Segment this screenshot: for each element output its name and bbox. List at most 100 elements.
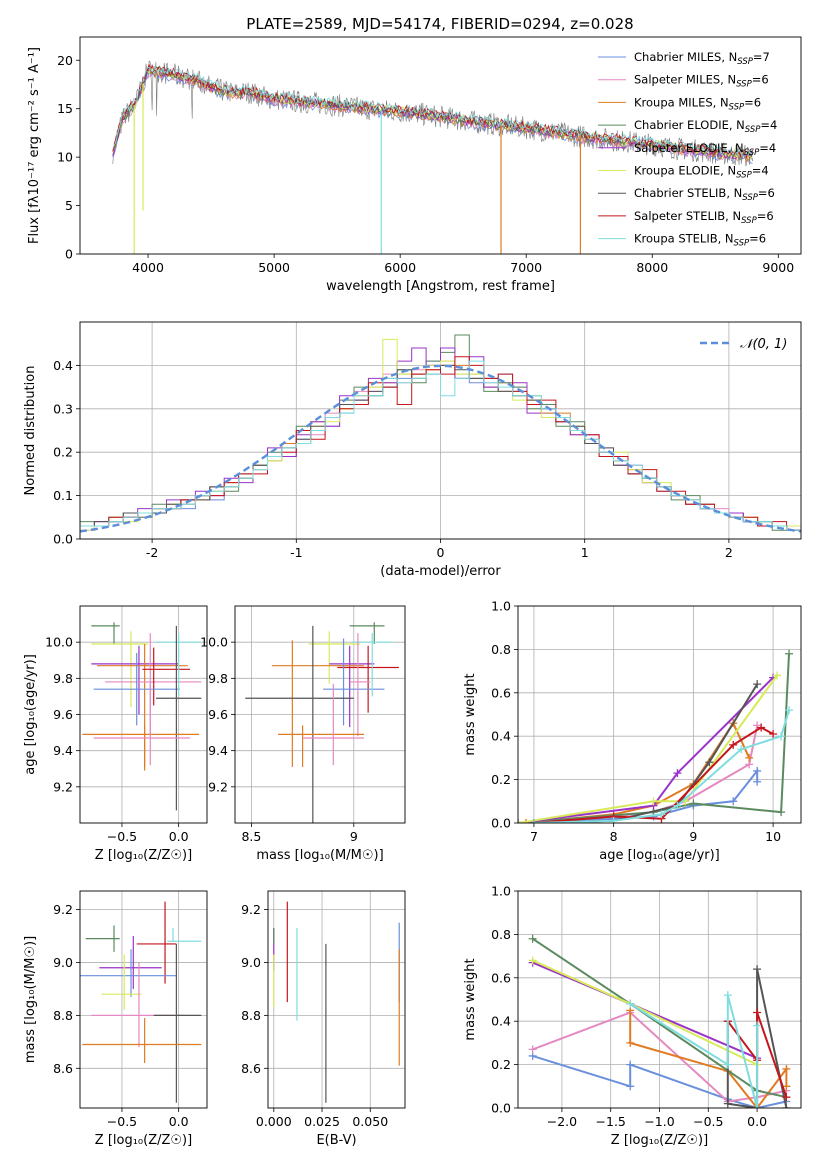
mass-weight-marker (673, 769, 682, 778)
mass-weight-line (533, 709, 790, 823)
mass-weight-marker (753, 1008, 762, 1017)
x-tick-label: 4000 (132, 260, 164, 275)
legend-subscript: SSP (745, 125, 761, 135)
x-axis-label: E(B-V) (316, 1133, 356, 1148)
legend-entry: Salpeter ELODIE, NSSP=4 (634, 141, 776, 158)
x-tick-label: 0.0 (169, 829, 189, 844)
plot-area (273, 901, 400, 1103)
mass-weight-marker (785, 649, 794, 658)
axes-frame (234, 605, 406, 824)
y-tick-label: 1.0 (491, 884, 511, 899)
legend-entry: Salpeter MILES, NSSP=6 (634, 73, 769, 90)
axes-frame (79, 321, 802, 540)
y-tick-label: 20 (57, 53, 73, 68)
mass-weight-marker (723, 1099, 732, 1108)
mass-weight-line (533, 726, 774, 823)
x-axis-label: age [log₁₀(age/yr)] (599, 848, 720, 863)
y-tick-label: 10.0 (200, 635, 228, 650)
plot-area (80, 901, 202, 1103)
x-tick-label: 0.025 (304, 1114, 340, 1129)
x-tick-label: 5000 (258, 260, 290, 275)
mass-weight-marker (649, 797, 658, 806)
y-tick-label: 10 (57, 150, 73, 165)
y-tick-label: 0.1 (53, 488, 73, 503)
legend-entry: Kroupa ELODIE, NSSP=4 (634, 164, 769, 181)
mass-weight-marker (782, 1104, 791, 1108)
mass-weight-marker (673, 801, 682, 810)
y-tick-label: 0.0 (53, 532, 73, 547)
legend-label: Chabrier ELODIE, N (634, 118, 745, 132)
spectrum-legend: Chabrier MILES, NSSP=7 Salpeter MILES, NS… (598, 50, 777, 249)
legend-suffix: =4 (760, 118, 777, 132)
x-tick-label: 7000 (510, 260, 542, 275)
legend-label: Kroupa MILES, N (634, 95, 729, 109)
mass-weight-marker (753, 965, 762, 974)
x-axis-label: wavelength [Angstrom, rest frame] (326, 279, 555, 294)
y-tick-label: 0.0 (491, 1101, 511, 1116)
mass-weight-marker (769, 730, 778, 739)
mass-weight-vs-metallicity-panel: −2.0 −1.5 −1.0 −0.5 0.0 0.0 0.2 0.4 0.6 0.8 1.0 Z [… (463, 884, 802, 1148)
y-tick-label: 9.2 (53, 779, 73, 794)
y-axis-label: Flux [fλ10⁻¹⁷ erg cm⁻² s⁻¹ A⁻¹] (27, 47, 42, 244)
legend-subscript: SSP (744, 148, 760, 158)
y-tick-label: 9.8 (208, 671, 228, 686)
y-tick-label: 0.2 (491, 1057, 511, 1072)
mass-weight-marker (626, 1060, 635, 1069)
y-tick-label: 0.8 (491, 927, 511, 942)
mass-weight-marker (782, 1093, 791, 1102)
y-axis-label: mass weight (463, 958, 478, 1040)
mass-weight-marker (521, 819, 530, 823)
mass-weight-marker (609, 816, 618, 823)
y-tick-label: 5 (65, 198, 73, 213)
mass-weight-marker (777, 808, 786, 817)
plot-area (80, 334, 801, 539)
x-tick-label: -2 (146, 545, 158, 560)
mass-weight-marker (753, 680, 762, 689)
x-axis-label: Z [log₁₀(Z/Z☉)] (95, 848, 192, 863)
age-vs-metallicity-panel: −0.5 0.0 9.2 9.4 9.6 9.8 10.0 Z [log₁₀(Z/Z☉)] ag… (23, 605, 208, 863)
mass-weight-marker (528, 956, 537, 965)
legend-suffix: =6 (757, 209, 774, 223)
mass-weight-marker (773, 671, 782, 680)
x-tick-label: 10 (765, 829, 781, 844)
y-tick-label: 9.6 (208, 707, 228, 722)
mass-weight-marker (782, 1064, 791, 1073)
legend-suffix: =6 (744, 95, 761, 109)
x-tick-label: 7 (530, 829, 538, 844)
mass-weight-marker (723, 1060, 732, 1069)
legend-subscript: SSP (742, 193, 758, 203)
mass-weight-line (726, 968, 788, 1108)
x-tick-label: 0.0 (747, 1114, 767, 1129)
x-tick-label: 6000 (384, 260, 416, 275)
mass-vs-extinction-panel: 0.000 0.025 0.050 8.6 8.8 9.0 9.2 E(B-V) (241, 890, 406, 1148)
y-tick-label: 9.2 (241, 902, 261, 917)
age-vs-mass-panel: 8.5 9 9.2 9.4 9.6 9.8 10.0 mass [log₁₀(M/M☉)] (200, 605, 406, 863)
mass-weight-marker (529, 819, 538, 823)
legend-suffix: =4 (759, 141, 776, 155)
legend-subscript: SSP (729, 102, 745, 112)
mass-vs-metallicity-panel: −0.5 0.0 8.6 8.8 9.0 9.2 Z [log₁₀(Z/Z☉)] mass [… (23, 890, 208, 1148)
legend-entry: Chabrier MILES, NSSP=7 (634, 50, 770, 67)
y-tick-label: 0.6 (491, 685, 511, 700)
y-tick-label: 15 (57, 101, 73, 116)
x-tick-label: 0.000 (256, 1114, 292, 1129)
mass-weight-line (532, 937, 787, 1099)
axes-frame (517, 605, 802, 824)
y-axis-label: Normed distribution (23, 366, 38, 496)
y-tick-label: 1.0 (491, 599, 511, 614)
x-axis-label: Z [log₁₀(Z/Z☉)] (611, 1133, 708, 1148)
mass-weight-line (532, 1054, 787, 1108)
x-tick-label: 2 (725, 545, 733, 560)
mass-weight-line (518, 674, 778, 823)
legend-suffix: =4 (752, 164, 769, 178)
y-tick-label: 9.2 (208, 779, 228, 794)
y-tick-label: 9.6 (53, 707, 73, 722)
y-tick-label: 0.0 (491, 816, 511, 831)
y-axis-label: age [log₁₀(age/yr)] (23, 654, 38, 775)
mass-weight-marker (753, 1021, 762, 1030)
histogram-series (80, 360, 801, 539)
mass-weight-marker (745, 753, 754, 762)
x-tick-label: 9 (689, 829, 697, 844)
y-tick-label: 0 (65, 247, 73, 262)
